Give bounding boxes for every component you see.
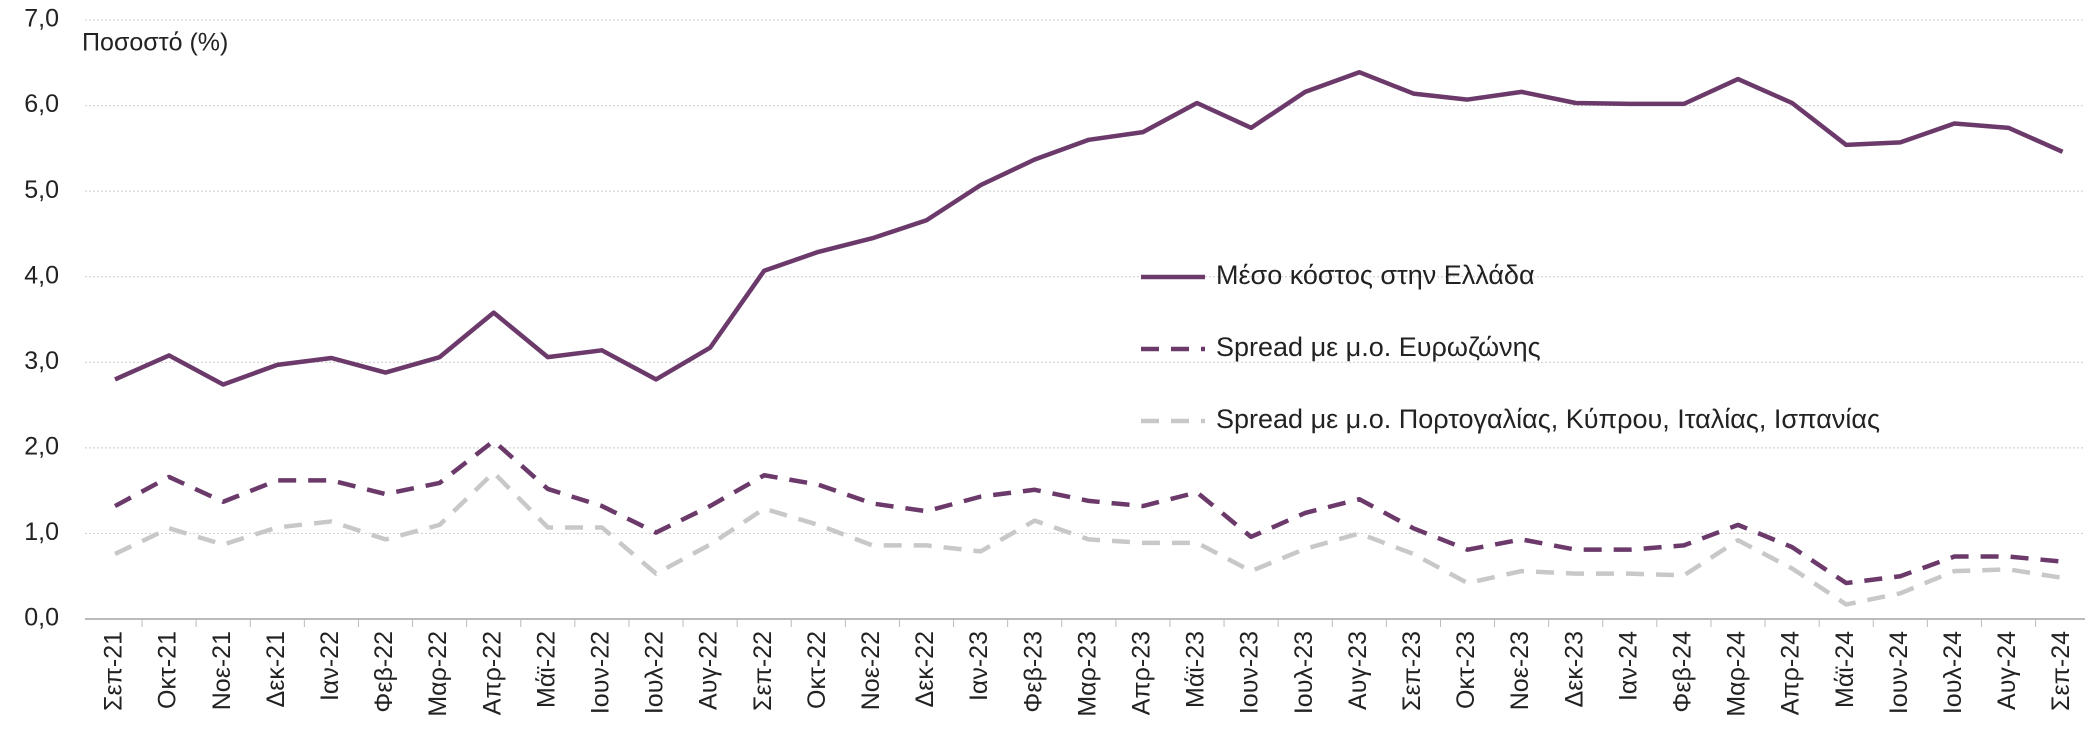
x-tick-label: Αυγ-22 (695, 631, 723, 710)
x-tick-label: Σεπ-22 (749, 631, 777, 711)
y-tick-label: 4,0 (24, 261, 59, 289)
x-tick-label: Φεβ-24 (1669, 631, 1697, 713)
x-tick-label: Φεβ-22 (370, 631, 398, 713)
y-tick-label: 5,0 (24, 176, 59, 204)
legend-label: Spread με μ.ο. Ευρωζώνης (1216, 332, 1541, 362)
x-tick-label: Οκτ-21 (154, 631, 182, 709)
x-tick-label: Ιουν-22 (587, 631, 615, 714)
x-tick-label: Μάϊ-24 (1831, 631, 1859, 708)
x-tick-label: Φεβ-23 (1019, 631, 1047, 713)
x-tick-label: Σεπ-24 (2047, 631, 2075, 711)
x-tick-label: Νοε-23 (1506, 631, 1534, 710)
x-tick-label: Ιαν-22 (316, 631, 344, 701)
x-tick-label: Απρ-22 (478, 631, 506, 715)
x-tick-label: Μαρ-24 (1723, 631, 1751, 717)
x-tick-label: Αυγ-23 (1344, 631, 1372, 710)
x-tick-label: Απρ-23 (1128, 631, 1156, 715)
x-tick-label: Ιουλ-23 (1290, 631, 1318, 714)
series-line (114, 470, 2063, 607)
x-tick-label: Μάϊ-22 (532, 631, 560, 708)
x-tick-label: Νοε-22 (857, 631, 885, 710)
y-tick-label: 7,0 (24, 5, 59, 33)
x-tick-label: Απρ-24 (1777, 631, 1805, 715)
y-axis-label: Ποσοστό (%) (82, 29, 228, 57)
x-tick-label: Δεκ-23 (1560, 631, 1588, 707)
x-tick-label: Μαρ-23 (1073, 631, 1101, 717)
x-tick-label: Σεπ-23 (1398, 631, 1426, 711)
legend-label: Μέσο κόστος στην Ελλάδα (1216, 260, 1535, 290)
x-tick-label: Νοε-21 (208, 631, 236, 710)
x-tick-label: Ιουλ-22 (641, 631, 669, 714)
y-tick-label: 0,0 (24, 604, 59, 632)
x-tick-label: Αυγ-24 (1993, 631, 2021, 710)
y-tick-label: 3,0 (24, 347, 59, 375)
x-tick-label: Οκτ-22 (803, 631, 831, 709)
x-tick-label: Δεκ-21 (262, 631, 290, 707)
x-tick-label: Ιαν-23 (965, 631, 993, 701)
x-tick-label: Οκτ-23 (1452, 631, 1480, 709)
series-line (114, 69, 2064, 387)
x-tick-label: Ιαν-24 (1614, 631, 1642, 701)
x-tick-label: Μάϊ-23 (1182, 631, 1210, 708)
y-tick-label: 6,0 (24, 90, 59, 118)
y-tick-label: 1,0 (24, 518, 59, 546)
x-tick-label: Ιουν-24 (1885, 631, 1913, 714)
x-tick-label: Ιουλ-24 (1939, 631, 1967, 714)
y-tick-label: 2,0 (24, 432, 59, 460)
x-tick-label: Μαρ-22 (424, 631, 452, 717)
x-tick-label: Σεπ-21 (100, 631, 128, 711)
legend-label: Spread με μ.ο. Πορτογαλίας, Κύπρου, Ιταλ… (1216, 404, 1880, 434)
x-tick-label: Δεκ-22 (911, 631, 939, 707)
series-line (113, 438, 2063, 586)
x-tick-label: Ιουν-23 (1236, 631, 1264, 714)
